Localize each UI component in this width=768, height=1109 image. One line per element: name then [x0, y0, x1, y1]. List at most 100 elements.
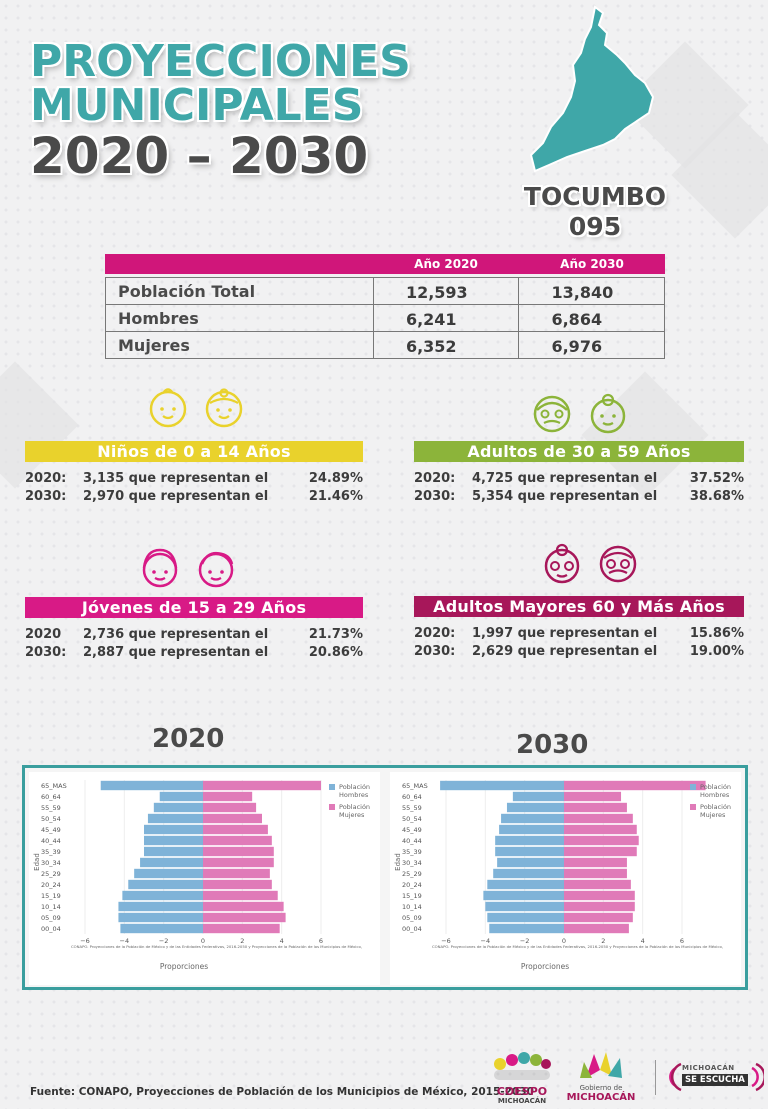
bar-mujeres: [564, 912, 633, 923]
y-tick-label: 35_39: [41, 848, 61, 856]
x-tick-label: 0: [562, 937, 566, 945]
bar-hombres: [493, 868, 564, 879]
y-tick-label: 25_29: [402, 870, 422, 878]
y-tick-label: 65_MAS: [402, 782, 428, 790]
bar-mujeres: [564, 868, 627, 879]
bar-mujeres: [203, 780, 321, 791]
bar-hombres: [499, 824, 564, 835]
x-axis-label: Proporciones: [160, 962, 208, 971]
legend-title: Población: [700, 803, 731, 811]
bar-mujeres: [564, 813, 633, 824]
y-tick-label: 55_59: [41, 804, 61, 812]
group-ninos-label: Niños de 0 a 14 Años: [25, 441, 363, 462]
footer-divider: [655, 1060, 656, 1095]
adult-woman-icon: [590, 393, 626, 434]
group-adultos-label: Adultos de 30 a 59 Años: [414, 441, 744, 462]
summary-table: Año 2020 Año 2030 Población Total 12,593…: [105, 254, 665, 359]
bar-hombres: [140, 857, 203, 868]
bar-hombres: [506, 802, 564, 813]
bar-hombres: [144, 835, 203, 846]
bar-hombres: [120, 923, 203, 934]
bar-mujeres: [203, 879, 272, 890]
y-tick-label: 40_44: [41, 837, 61, 845]
bar-hombres: [489, 923, 564, 934]
bar-hombres: [128, 879, 203, 890]
y-axis-label: Edad: [394, 853, 402, 871]
group-ninos: Niños de 0 a 14 Años 2020: 3,135 que rep…: [25, 441, 363, 506]
stat-row: 2020: 1,997 que representan el 15.86%: [414, 626, 744, 641]
y-tick-label: 65_MAS: [41, 782, 67, 790]
bar-mujeres: [564, 846, 637, 857]
bar-mujeres: [564, 780, 706, 791]
x-tick-label: −6: [441, 937, 451, 945]
table-row: Mujeres 6,352 6,976: [106, 332, 664, 359]
municipality-label: TOCUMBO: [523, 182, 667, 211]
gobierno-mark-icon: [580, 1052, 622, 1078]
stat-row: 2030: 2,970 que representan el 21.46%: [25, 489, 363, 504]
footer-source: Fuente: CONAPO, Proyecciones de Població…: [30, 1086, 534, 1098]
y-tick-label: 25_29: [41, 870, 61, 878]
bar-mujeres: [203, 890, 278, 901]
bar-hombres: [153, 802, 203, 813]
bar-mujeres: [564, 879, 631, 890]
legend-label-hombres: Hombres: [700, 791, 730, 799]
bar-hombres: [483, 890, 564, 901]
bar-mujeres: [203, 791, 253, 802]
group-mayores-stats: 2020: 1,997 que representan el 15.86% 20…: [414, 625, 744, 661]
adultos-faces: [530, 392, 630, 436]
young-man-icon: [198, 551, 234, 588]
legend-title: Población: [700, 783, 731, 791]
y-tick-label: 00_04: [402, 925, 422, 933]
y-tick-label: 05_09: [402, 914, 422, 922]
bar-mujeres: [564, 901, 635, 912]
baby-girl-icon: [205, 388, 243, 428]
x-tick-label: 6: [319, 937, 323, 945]
bar-mujeres: [203, 923, 280, 934]
y-tick-label: 60_64: [41, 793, 61, 801]
gobierno-bottom: MICHOACÁN: [566, 1092, 636, 1103]
summary-table-body: Población Total 12,593 13,840 Hombres 6,…: [105, 277, 665, 359]
group-jovenes-label: Jóvenes de 15 a 29 Años: [25, 597, 363, 618]
title-line-2: MUNICIPALES: [30, 80, 364, 131]
bar-mujeres: [203, 802, 257, 813]
chart-2020-box: 00_04 05_09 10_14 15_19 20_24 25_29 30_34 35_39…: [29, 772, 380, 985]
legend-swatch-mujeres: [329, 804, 335, 810]
y-tick-label: 15_19: [41, 892, 61, 900]
chart-2020-title: 2020: [152, 724, 225, 754]
bar-hombres: [147, 813, 203, 824]
bar-hombres: [118, 912, 203, 923]
bar-mujeres: [564, 835, 639, 846]
legend-swatch-hombres: [329, 784, 335, 790]
municipality-code: 095: [568, 212, 622, 241]
y-tick-label: 30_34: [402, 859, 422, 867]
x-tick-label: −6: [80, 937, 90, 945]
mayores-faces: [540, 542, 640, 586]
speaker-waves-right-icon: [751, 1062, 764, 1092]
group-jovenes-stats: 2020 2,736 que representan el 21.73% 203…: [25, 626, 363, 662]
legend-label-mujeres: Mujeres: [339, 811, 365, 819]
legend-swatch-mujeres: [690, 804, 696, 810]
stat-row: 2030: 2,629 que representan el 19.00%: [414, 644, 744, 659]
population-pyramid-2020: 00_04 05_09 10_14 15_19 20_24 25_29 30_34 35_39…: [33, 780, 370, 971]
y-tick-label: 60_64: [402, 793, 422, 801]
stat-row: 2020: 4,725 que representan el 37.52%: [414, 471, 744, 486]
y-tick-label: 00_04: [41, 925, 61, 933]
row-label: Población Total: [118, 282, 256, 301]
bar-hombres: [134, 868, 203, 879]
bar-mujeres: [203, 846, 274, 857]
bar-hombres: [159, 791, 203, 802]
legend-title: Población: [339, 783, 370, 791]
bar-hombres: [487, 879, 564, 890]
header-2020: Año 2020: [414, 257, 478, 271]
y-tick-label: 05_09: [41, 914, 61, 922]
legend-title: Población: [339, 803, 370, 811]
coespo-people-icon: [494, 1052, 551, 1080]
row-label: Mujeres: [118, 336, 190, 355]
y-tick-label: 10_14: [402, 903, 422, 911]
bar-hombres: [144, 824, 203, 835]
y-tick-label: 45_49: [402, 826, 422, 834]
group-adultos: Adultos de 30 a 59 Años 2020: 4,725 que …: [414, 441, 744, 506]
charts-frame: 00_04 05_09 10_14 15_19 20_24 25_29 30_34 35_39…: [22, 765, 748, 990]
chart-2030-box: 00_04 05_09 10_14 15_19 20_24 25_29 30_34 35_39…: [390, 772, 741, 985]
y-tick-label: 20_24: [402, 881, 422, 889]
